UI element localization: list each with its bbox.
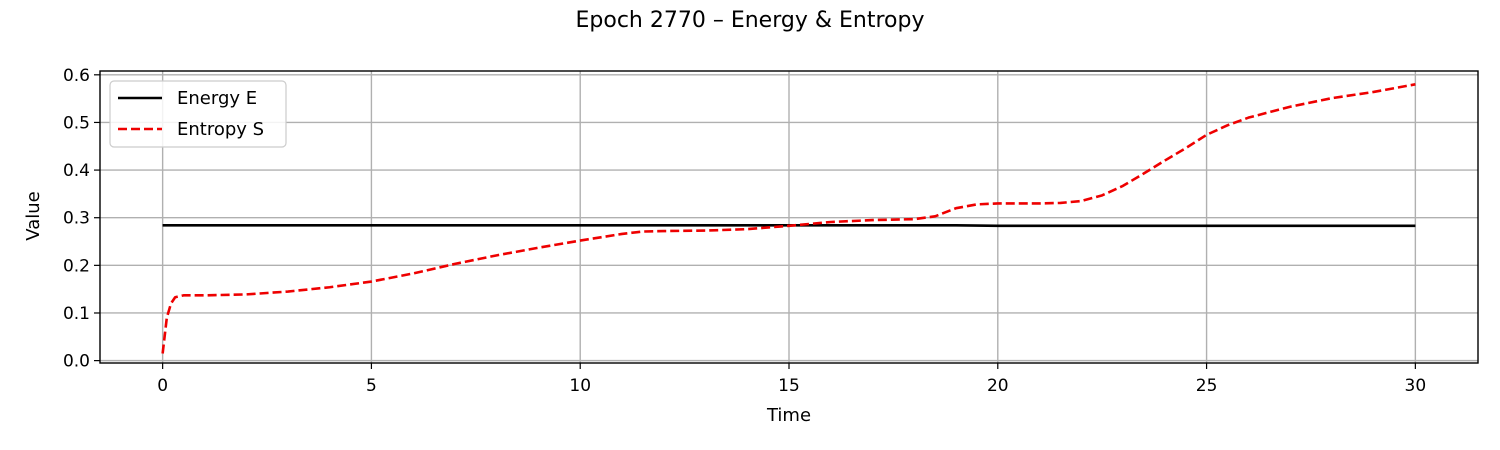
y-tick-label: 0.6: [63, 66, 90, 86]
y-tick-label: 0.5: [63, 113, 90, 133]
chart-title: Epoch 2770 – Energy & Entropy: [576, 8, 925, 33]
legend: Energy E Entropy S: [109, 80, 287, 148]
x-axis-label: Time: [766, 405, 811, 426]
y-tick-label: 0.1: [63, 304, 90, 324]
y-tick-label: 0.3: [63, 209, 90, 229]
y-axis-label: Value: [23, 191, 44, 240]
x-tick-label: 15: [778, 376, 800, 396]
y-tick-label: 0.4: [63, 161, 90, 181]
x-tick-label: 5: [366, 376, 377, 396]
series-layer: [161, 83, 1416, 354]
legend-label: Entropy S: [177, 119, 264, 140]
x-tick-label: 10: [569, 376, 591, 396]
legend-label: Energy E: [177, 88, 257, 109]
y-tick-label: 0.0: [63, 352, 90, 372]
y-tick-label: 0.2: [63, 256, 90, 276]
grid: [100, 71, 1478, 363]
x-tick-label: 0: [157, 376, 168, 396]
x-tick-label: 25: [1196, 376, 1218, 396]
series-line-entropy: [161, 83, 1416, 354]
ticks: 0 5 10 15 20 25 30 0.0 0.1 0.2 0.3 0.4 0.5 0.6: [63, 66, 1426, 396]
x-tick-label: 20: [987, 376, 1009, 396]
x-tick-label: 30: [1405, 376, 1427, 396]
